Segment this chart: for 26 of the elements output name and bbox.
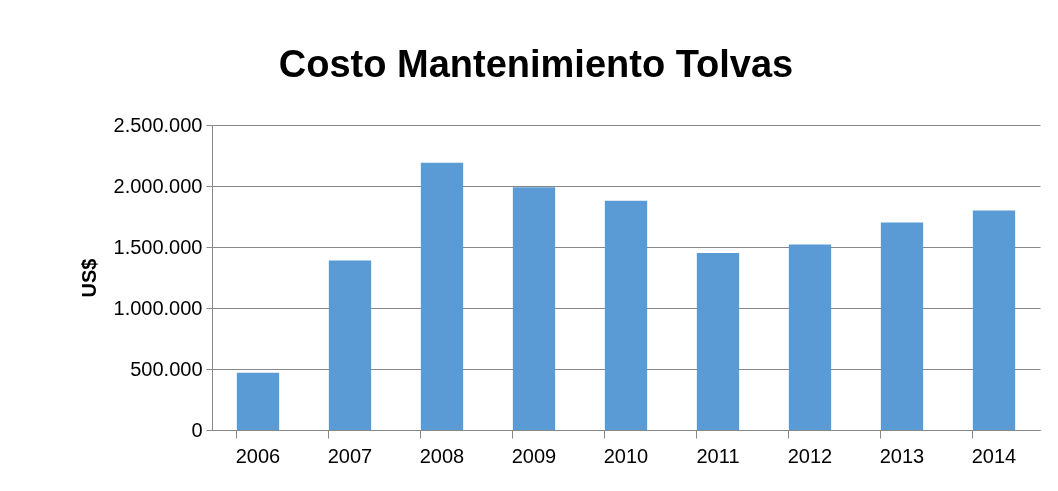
bar xyxy=(328,260,372,430)
x-tick-label: 2008 xyxy=(419,444,465,467)
y-tick-label: 500.000 xyxy=(130,357,203,380)
x-tick-label: 2013 xyxy=(879,444,925,467)
x-tick-label: 2014 xyxy=(971,444,1017,467)
bar xyxy=(512,187,556,430)
y-tick-label: 1.000.000 xyxy=(113,296,203,319)
x-tick-label: 2006 xyxy=(235,444,281,467)
bar xyxy=(696,253,740,430)
bar xyxy=(972,210,1016,430)
bar xyxy=(880,222,924,430)
bar xyxy=(236,372,280,430)
x-tick-label: 2009 xyxy=(511,444,557,467)
bar xyxy=(788,244,832,430)
y-tick-label: 2.500.000 xyxy=(113,113,203,136)
x-tick-label: 2010 xyxy=(603,444,649,467)
chart-title: Costo Mantenimiento Tolvas xyxy=(278,43,794,85)
x-tick-label: 2012 xyxy=(787,444,833,467)
x-tick-label: 2007 xyxy=(327,444,373,467)
y-tick-label: 0 xyxy=(191,418,203,441)
bar xyxy=(420,162,464,430)
y-axis-title: US$ xyxy=(77,258,100,298)
bar xyxy=(604,200,648,430)
x-tick-label: 2011 xyxy=(696,444,740,467)
y-tick-label: 2.000.000 xyxy=(113,174,203,197)
y-tick-label: 1.500.000 xyxy=(113,235,203,258)
